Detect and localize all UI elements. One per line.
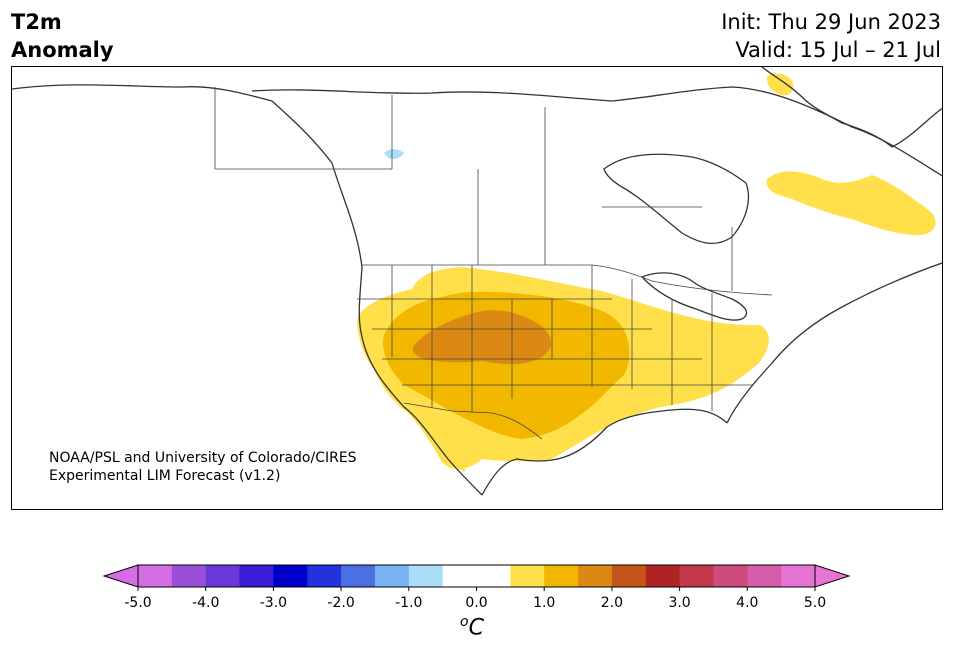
colorbar-segment [138, 565, 173, 587]
anomaly-region-baja-light-yellow [417, 407, 466, 472]
colorbar-segment [442, 565, 477, 587]
colorbar-tick-label: -3.0 [260, 595, 287, 611]
colorbar-segment [645, 565, 681, 587]
credit-line-2: Experimental LIM Forecast (v1.2) [49, 468, 281, 484]
colorbar-segment [171, 565, 207, 587]
anomaly-region-orange [412, 310, 552, 365]
colorbar-segment [341, 565, 376, 587]
colorbar-tick-label: 2.0 [601, 595, 623, 611]
map-svg [12, 67, 942, 496]
colorbar-segment [205, 565, 241, 587]
colorbar-tick-label: 5.0 [804, 595, 826, 611]
anomaly-region-greenland [766, 73, 794, 96]
colorbar-segment [611, 565, 647, 587]
canada-province-borders [214, 87, 733, 291]
credit-text: NOAA/PSL and University of Colorado/CIRE… [49, 449, 357, 485]
unit-degree: o [460, 614, 469, 630]
anomaly-region-labrador [766, 171, 936, 236]
colorbar-segment [476, 565, 511, 587]
us-canada-border [362, 264, 773, 296]
colorbar-tick-label: 4.0 [736, 595, 758, 611]
colorbar-segment [273, 565, 308, 587]
colorbar-under-triangle [102, 564, 139, 588]
colorbar-tick-label: 3.0 [668, 595, 690, 611]
colorbar-segment [510, 565, 545, 587]
anomaly-map [11, 66, 943, 510]
colorbar-segment [781, 565, 816, 587]
colorbar-segment [747, 565, 782, 587]
title-line-1: T2m [11, 10, 62, 34]
title-line-2: Anomaly [11, 38, 114, 62]
colorbar-svg: -5.0 -4.0 -3.0 -2.0 -1.0 0.0 1.0 2.0 3.0 4.0 5.0 [102, 564, 851, 611]
colorbar-tick-label: 1.0 [533, 595, 555, 611]
colorbar-tick-label: -5.0 [124, 595, 151, 611]
colorbar: -5.0 -4.0 -3.0 -2.0 -1.0 0.0 1.0 2.0 3.0 4.0 5.0 [0, 560, 953, 656]
forecast-dates: Init: Thu 29 Jun 2023 Valid: 15 Jul – 21… [721, 8, 941, 64]
great-lakes [640, 272, 748, 321]
colorbar-segment [544, 565, 579, 587]
atlantic-coast [726, 262, 942, 424]
greenland [761, 67, 942, 148]
west-coast [12, 84, 518, 496]
init-date: Init: Thu 29 Jun 2023 [721, 10, 941, 34]
us-mexico-border [403, 402, 543, 440]
colorbar-segment [578, 565, 613, 587]
arctic-coast [251, 86, 942, 177]
colorbar-tick-label: -1.0 [395, 595, 422, 611]
valid-date: Valid: 15 Jul – 21 Jul [735, 38, 941, 62]
gulf-coast [516, 408, 728, 462]
colorbar-segment [239, 565, 274, 587]
us-state-borders [357, 265, 752, 412]
colorbar-tick-label: -2.0 [327, 595, 354, 611]
borders [214, 87, 773, 440]
unit-letter: C [468, 615, 484, 641]
colorbar-tick-label: -4.0 [192, 595, 219, 611]
colorbar-segment [679, 565, 714, 587]
credit-line-1: NOAA/PSL and University of Colorado/CIRE… [49, 450, 357, 466]
colorbar-tick-label: 0.0 [465, 595, 487, 611]
colorbar-segment [713, 565, 748, 587]
chart-title: T2m Anomaly [11, 8, 114, 64]
colorbar-segment [408, 565, 444, 587]
colorbar-segment [374, 565, 410, 587]
anomaly-region-blue [384, 149, 404, 160]
colorbar-unit: oC [460, 614, 484, 640]
colorbar-segment [307, 565, 342, 587]
colorbar-over-triangle [814, 564, 851, 588]
anomaly-shading [357, 73, 936, 472]
hudson-bay [603, 153, 750, 244]
